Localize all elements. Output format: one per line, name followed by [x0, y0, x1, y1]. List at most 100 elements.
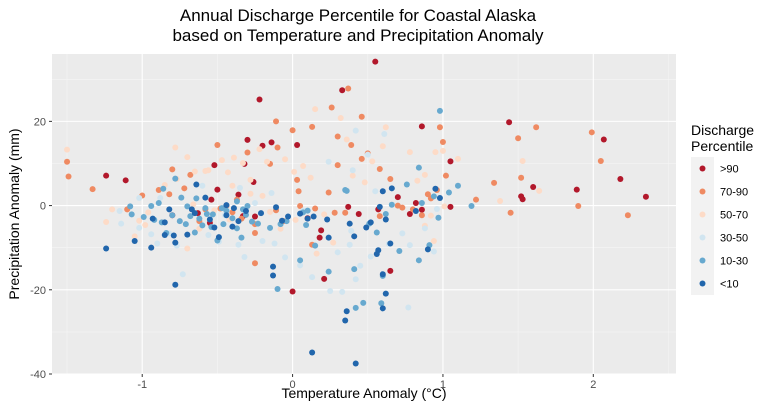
data-point [229, 182, 236, 189]
data-point [387, 240, 394, 247]
data-point [515, 135, 522, 142]
data-point [289, 127, 296, 134]
data-point [454, 182, 461, 189]
data-point [274, 285, 281, 292]
data-point [310, 213, 317, 220]
data-point [617, 176, 624, 183]
data-point [211, 224, 218, 231]
data-point [172, 144, 179, 151]
data-point [309, 123, 316, 130]
data-point [236, 184, 243, 191]
data-point [324, 216, 331, 223]
data-point [258, 210, 265, 217]
data-point [169, 212, 176, 219]
data-point [196, 215, 203, 222]
x-axis-title: Temperature Anomaly (°C) [281, 385, 446, 401]
data-point [349, 167, 356, 174]
data-point [230, 154, 237, 161]
data-point [251, 213, 258, 220]
data-point [348, 227, 355, 234]
data-point [223, 207, 230, 214]
data-point [351, 233, 358, 240]
x-tick-label: -1 [137, 379, 147, 391]
legend-title-line-2: Percentile [691, 138, 753, 154]
data-point [274, 144, 281, 151]
data-point [382, 290, 389, 297]
data-point [415, 164, 422, 171]
data-point [148, 203, 155, 209]
data-point [433, 205, 440, 212]
data-point [259, 192, 266, 199]
data-point [242, 208, 249, 215]
data-point [64, 158, 71, 165]
data-point [155, 187, 162, 193]
y-axis-ticks: -40 -20 0 20 [30, 116, 52, 381]
legend-label: 10-30 [720, 256, 748, 268]
data-point [172, 175, 179, 182]
data-point [193, 195, 200, 202]
data-point [244, 136, 251, 143]
data-point [364, 151, 371, 158]
data-point [65, 173, 72, 180]
data-point [223, 212, 230, 219]
data-point [149, 215, 156, 222]
data-point [600, 136, 607, 143]
data-point [148, 244, 155, 251]
x-axis-ticks: -1 0 1 2 [137, 374, 596, 391]
data-point [415, 257, 422, 264]
data-point [169, 166, 176, 173]
chart-title-line-1: Annual Discharge Percentile for Coastal … [180, 6, 537, 25]
data-point [289, 288, 296, 295]
legend-key-swatch [699, 165, 706, 172]
data-point [348, 141, 355, 148]
data-point [127, 203, 134, 210]
data-point [414, 177, 421, 184]
data-point [325, 158, 332, 165]
data-point [346, 241, 353, 248]
data-point [238, 234, 245, 241]
data-point [424, 246, 431, 253]
data-point [312, 205, 319, 212]
legend-key-swatch [699, 257, 706, 264]
y-tick-label: -20 [30, 285, 46, 297]
data-point [396, 248, 403, 255]
data-point [148, 231, 155, 238]
data-point [468, 203, 475, 209]
data-point [321, 211, 328, 218]
data-point [349, 172, 356, 179]
data-point [155, 200, 162, 207]
data-point [313, 250, 320, 257]
data-point [454, 155, 461, 162]
data-point [642, 193, 649, 200]
y-axis-title: Precipitation Anomaly (mm) [6, 128, 22, 299]
data-point [214, 141, 221, 148]
data-point [372, 58, 379, 65]
data-point [297, 257, 304, 264]
data-point [382, 124, 389, 131]
data-point [244, 203, 251, 209]
data-point [369, 158, 376, 165]
data-point [412, 208, 419, 215]
data-point [103, 219, 110, 225]
data-point [179, 271, 186, 278]
data-point [300, 163, 307, 169]
data-point [309, 274, 316, 281]
data-point [597, 157, 604, 164]
data-point [387, 267, 394, 274]
data-point [307, 174, 314, 181]
data-point [506, 119, 513, 126]
data-point [473, 196, 480, 203]
data-point [345, 203, 352, 210]
data-point [519, 196, 526, 203]
data-point [294, 141, 301, 148]
legend-label: >90 [720, 164, 739, 176]
data-point [624, 212, 631, 219]
legend-key-swatch [699, 234, 706, 241]
data-point [445, 189, 452, 196]
data-point [161, 232, 168, 239]
data-point [282, 254, 289, 261]
data-point [447, 203, 454, 210]
data-point [316, 234, 323, 241]
data-point [382, 211, 389, 217]
data-point [184, 203, 191, 210]
